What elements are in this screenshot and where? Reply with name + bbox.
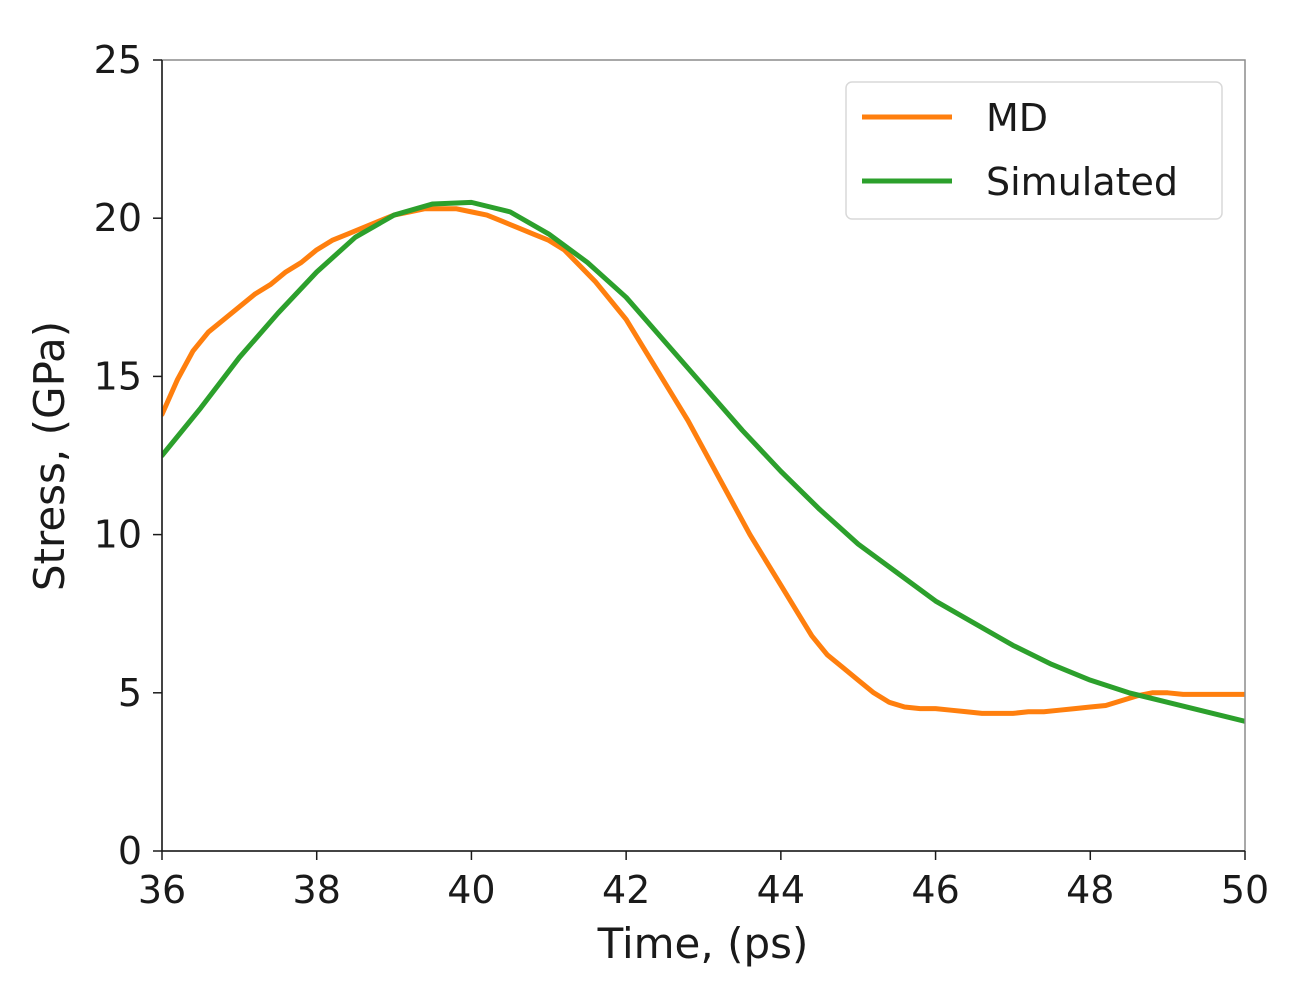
y-tick-label: 5 xyxy=(118,671,142,715)
legend-label-simulated: Simulated xyxy=(986,160,1178,204)
x-tick-label: 46 xyxy=(911,868,959,912)
x-tick-label: 38 xyxy=(293,868,341,912)
x-axis-title: Time, (ps) xyxy=(597,919,809,968)
y-tick-label: 15 xyxy=(94,354,142,398)
y-axis-title: Stress, (GPa) xyxy=(25,321,74,591)
x-tick-label: 40 xyxy=(447,868,495,912)
y-tick-label: 0 xyxy=(118,829,142,873)
x-tick-label: 36 xyxy=(138,868,186,912)
x-tick-label: 48 xyxy=(1066,868,1114,912)
y-tick-label: 25 xyxy=(94,38,142,82)
y-tick-label: 20 xyxy=(94,196,142,240)
series-line-md xyxy=(162,206,1245,716)
x-tick-label: 44 xyxy=(757,868,805,912)
legend-label-md: MD xyxy=(986,96,1048,140)
y-tick-label: 10 xyxy=(94,513,142,557)
series-line-simulated xyxy=(162,199,1245,724)
legend: MD Simulated xyxy=(845,81,1223,220)
x-tick-label: 50 xyxy=(1221,868,1269,912)
x-tick-label: 42 xyxy=(602,868,650,912)
